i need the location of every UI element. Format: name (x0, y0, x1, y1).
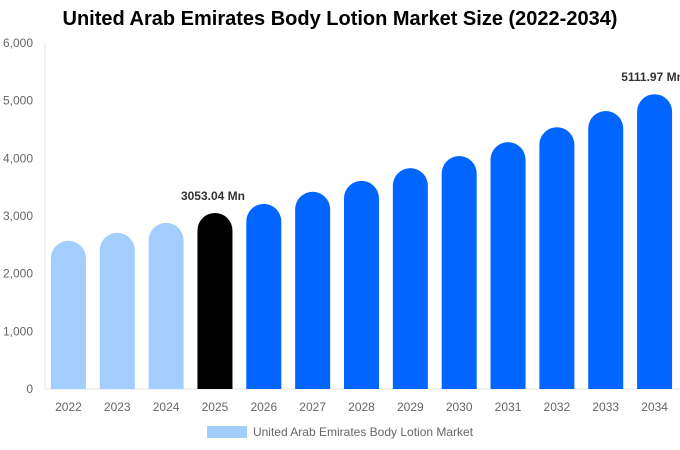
bar-2028 (344, 180, 379, 389)
bar-2032 (539, 127, 575, 389)
bar-2022 (50, 240, 86, 389)
legend-swatch (206, 426, 247, 438)
legend: United Arab Emirates Body Lotion Market (0, 425, 680, 439)
chart-title: United Arab Emirates Body Lotion Market … (62, 8, 618, 30)
x-tick-label: 2029 (397, 400, 424, 414)
y-tick-label: 6,000 (3, 36, 33, 50)
bar-2025 (197, 212, 233, 389)
bar-2034 (637, 94, 673, 390)
x-tick-label: 2025 (202, 400, 229, 414)
bar-2024 (148, 222, 184, 389)
y-tick-label: 0 (26, 382, 33, 396)
bar-2027 (295, 191, 331, 389)
x-tick-label: 2032 (544, 400, 571, 414)
x-tick-label: 2030 (446, 400, 473, 414)
x-tick-label: 2027 (299, 400, 326, 414)
x-tick-label: 2028 (348, 400, 375, 414)
x-tick-label: 2026 (250, 400, 277, 414)
x-tick-label: 2031 (495, 400, 522, 414)
y-tick-label: 4,000 (3, 151, 33, 165)
y-tick-label: 5,000 (3, 94, 33, 108)
x-tick-label: 2023 (104, 400, 131, 414)
bar-2030 (441, 156, 477, 389)
y-tick-label: 2,000 (3, 267, 33, 281)
bar-2023 (99, 232, 135, 389)
x-tick-label: 2022 (55, 400, 82, 414)
data-label: 3053.04 Mn (181, 189, 245, 203)
x-tick-label: 2034 (641, 400, 668, 414)
y-tick-label: 1,000 (3, 324, 33, 338)
legend-label: United Arab Emirates Body Lotion Market (252, 425, 474, 439)
y-tick-label: 3,000 (3, 209, 33, 223)
bar-2029 (392, 168, 428, 389)
x-tick-label: 2033 (592, 400, 619, 414)
bar-2033 (588, 111, 624, 389)
data-label: 5111.97 Mn (621, 70, 680, 84)
bar-2026 (246, 203, 282, 389)
x-tick-label: 2024 (153, 400, 180, 414)
bar-2031 (490, 142, 526, 389)
